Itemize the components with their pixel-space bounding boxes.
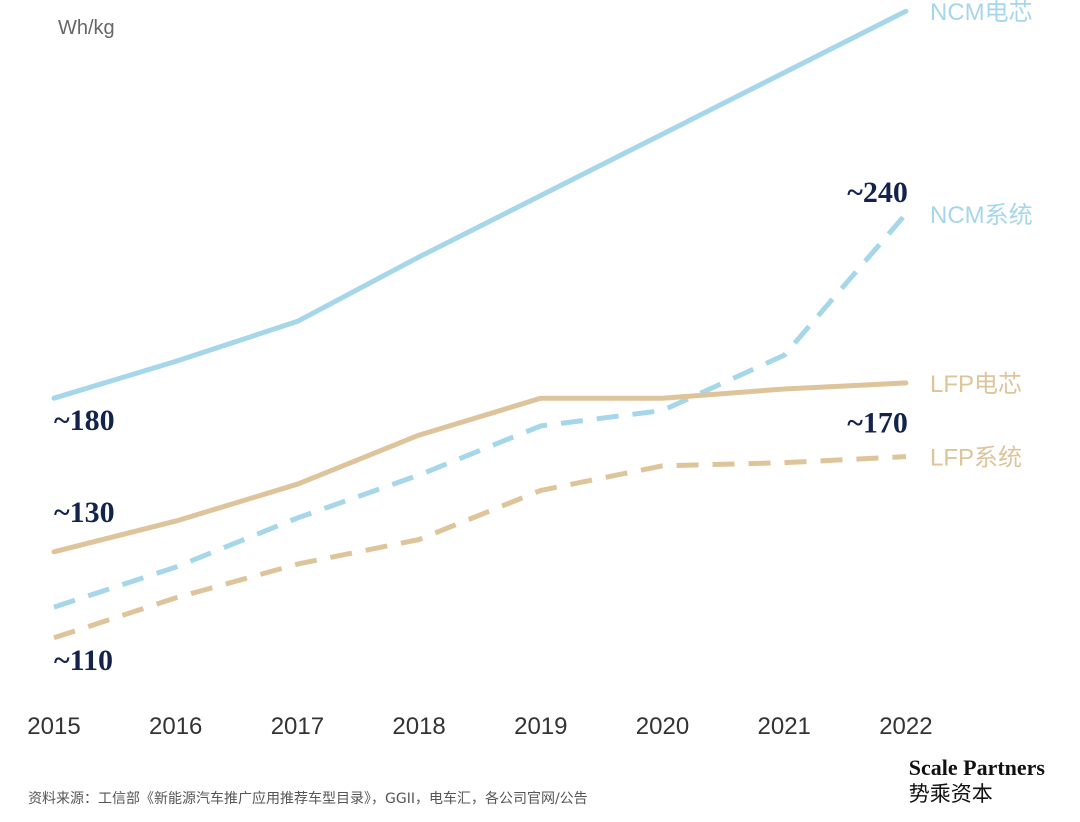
series-label-0: NCM电芯 [930, 0, 1033, 26]
x-tick-label: 2015 [27, 713, 80, 740]
x-tick-label: 2020 [636, 713, 689, 740]
x-tick-label: 2021 [758, 713, 811, 740]
source-note: 资料来源：工信部《新能源汽车推广应用推荐车型目录》，GGII，电车汇，各公司官网… [28, 791, 588, 807]
value-annotation: ~280 [847, 0, 908, 6]
series-lines [51, 8, 909, 641]
series-line-1 [53, 212, 908, 610]
series-label-3: LFP系统 [930, 445, 1022, 472]
series-label-2: LFP电芯 [930, 371, 1022, 398]
x-tick-label: 2018 [392, 713, 445, 740]
series-line-3 [53, 454, 907, 641]
brand-name-en: Scale Partners [908, 755, 1045, 780]
x-tick-label: 2017 [271, 713, 324, 740]
value-annotation: ~170 [847, 407, 908, 440]
series-line-0 [51, 8, 909, 401]
value-annotation: ~180 [54, 404, 115, 437]
value-annotation: ~130 [54, 496, 115, 529]
brand-block: Scale Partners 势乘资本 [909, 755, 1045, 807]
brand-name-cn: 势乘资本 [908, 782, 993, 806]
x-tick-label: 2019 [514, 713, 567, 740]
x-tick-label: 2016 [149, 713, 202, 740]
y-unit-label: Wh/kg [58, 17, 115, 39]
series-label-1: NCM系统 [930, 202, 1033, 229]
x-tick-label: 2022 [879, 713, 932, 740]
series-line-2 [51, 380, 909, 555]
x-axis-ticks: 2015 2016 2017 2018 2019 2020 2021 2022 [27, 713, 932, 740]
value-annotation: ~240 [847, 176, 908, 209]
series-labels: NCM电芯 NCM系统 LFP电芯 LFP系统 [930, 0, 1033, 472]
value-annotation: ~110 [54, 644, 113, 677]
value-annotations: ~280 ~240 ~170 ~180 ~130 ~110 [54, 0, 908, 677]
